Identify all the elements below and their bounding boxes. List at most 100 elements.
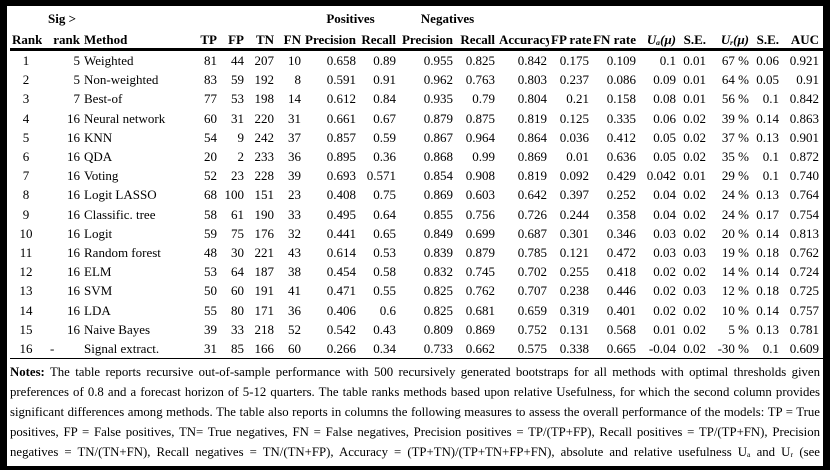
table-cell: 60 [231, 283, 244, 299]
table-cell: 0.04 [653, 187, 677, 203]
table-row: 15 16 Naive Bayes 39 33 218 52 0.542 0.43 0.809 0.… [10, 320, 823, 339]
col-header-tp: TP [192, 27, 219, 51]
table-cell: 11 [19, 245, 33, 261]
header-spacer [246, 8, 276, 27]
table-cell: Logit LASSO [84, 187, 157, 203]
table-cell: 0.131 [559, 321, 590, 337]
table-cell: 5 [22, 129, 30, 145]
table-cell: 0.237 [559, 72, 590, 88]
table-cell: 233 [254, 149, 275, 165]
table-cell: 198 [254, 91, 275, 107]
table-cell: 39 [288, 168, 301, 184]
table-cell: 0.358 [606, 206, 637, 222]
table-cell: 0.964 [465, 129, 496, 145]
table-cell: 0.1 [762, 149, 780, 165]
table-cell: Naive Bayes [84, 321, 151, 337]
table-row: 7 16 Voting 52 23 228 39 0.693 0.571 0.854 0.908 0.… [10, 166, 823, 185]
table-cell: 0.065 [821, 205, 823, 224]
table-cell: 68 [204, 187, 217, 203]
notes-text: The table reports recursive out-of-sampl… [10, 365, 820, 466]
table-cell: 3 [22, 91, 30, 107]
col-header-accuracy: Accuracy [497, 27, 550, 51]
table-cell: 36 [288, 302, 301, 318]
table-cell: 0.785 [517, 245, 548, 261]
table-cell: 0.84 [373, 91, 397, 107]
table-cell: 16 [67, 264, 80, 280]
col-header-absolute-usefulness: Uₐ(μ) [638, 27, 679, 51]
table-cell: 0.495 [326, 206, 356, 222]
table-cell: 242 [254, 129, 275, 145]
table-cell: 0.908 [465, 168, 496, 184]
table-cell: 0.082 [821, 281, 823, 300]
table-cell: 0.319 [559, 302, 590, 318]
table-cell: 0.04 [653, 206, 677, 222]
table-row: 13 16 SVM 50 60 191 41 0.471 0.55 0.825 0.762 0.707… [10, 281, 823, 300]
table-cell: 16 [67, 206, 80, 222]
table-cell: 0.175 [559, 53, 590, 68]
table-cell: 12 % [721, 283, 750, 299]
table-cell: 0.79 [472, 91, 496, 107]
table-cell: 100 [224, 187, 245, 203]
col-header-relative-usefulness: Uᵣ(μ) [708, 27, 752, 51]
table-row: 9 16 Classific. tree 58 61 190 33 0.495 0.64 0.85… [10, 205, 823, 224]
header-spacer [497, 8, 823, 27]
table-cell: 54 [204, 129, 217, 145]
table-cell: Weighted [84, 53, 134, 68]
table-cell: 0.05 [653, 129, 677, 145]
table-cell: 15 [19, 321, 33, 337]
table-cell: LDA [84, 302, 111, 318]
table-cell: 0.02 [653, 283, 677, 299]
table-cell: 37 % [721, 129, 750, 145]
table-cell: 0.408 [326, 187, 356, 203]
table-cell: 0.764 [789, 187, 820, 203]
col-header-pos-precision: Precision [303, 27, 358, 51]
table-cell: 0.91 [373, 72, 397, 88]
table-cell: 0.879 [465, 245, 496, 261]
table-cell: 228 [254, 168, 275, 184]
table-cell: 0.109 [606, 53, 637, 68]
table-cell: 0.01 [683, 91, 707, 107]
table-cell: 16 [67, 245, 80, 261]
table-cell: 0.754 [789, 206, 820, 222]
table-cell: 0.702 [517, 264, 548, 280]
table-cell: 0.91 [796, 72, 820, 88]
table-cell: 0.955 [423, 53, 454, 68]
table-cell: 16 [67, 283, 80, 299]
table-cell: 0.854 [423, 168, 454, 184]
col-group-sig: Sig > [48, 11, 76, 26]
table-cell: 10 [19, 225, 33, 241]
table-cell: 56 % [721, 91, 750, 107]
table-cell: 0.454 [326, 264, 356, 280]
table-cell: 31 [288, 110, 301, 126]
table-cell: 0.612 [326, 91, 356, 107]
table-cell: 59 [231, 72, 244, 88]
table-cell: 64 % [721, 72, 750, 88]
table-cell: 0.693 [326, 168, 356, 184]
table-cell: 16 [67, 110, 80, 126]
table-cell: 0.872 [789, 149, 820, 165]
table-cell: 191 [254, 283, 275, 299]
table-cell: 0.724 [789, 264, 820, 280]
table-cell: 31 [192, 339, 219, 360]
table-cell: 0.092 [559, 168, 590, 184]
table-cell: 0.699 [465, 225, 496, 241]
table-row: 4 16 Neural network 60 31 220 31 0.661 0.67 0.879… [10, 109, 823, 128]
table-cell: 0.609 [781, 339, 822, 360]
table-cell: 0.01 [653, 321, 677, 337]
table-cell: 58 [204, 206, 217, 222]
table-cell: 1 [22, 53, 30, 68]
table-cell: 0.725 [789, 283, 820, 299]
table-cell: 0.740 [789, 168, 820, 184]
table-row: 10 16 Logit 59 75 176 32 0.441 0.65 0.849 0.699 0.6… [10, 224, 823, 243]
table-cell: Voting [84, 168, 119, 184]
table-cell: 171 [254, 302, 275, 318]
table-cell: 0.658 [326, 53, 356, 68]
table-row: 2 5 Non-weighted 83 59 192 8 0.591 0.91 0.962 0.76… [10, 70, 823, 89]
table-cell: 0.02 [683, 129, 707, 145]
table-cell: 166 [246, 339, 276, 360]
table-cell: 20 % [721, 225, 750, 241]
table-cell: 0.75 [373, 187, 397, 203]
table-cell: 0.042 [821, 89, 823, 108]
table-cell: 0.36 [373, 149, 397, 165]
table-cell: 0.99 [472, 149, 496, 165]
